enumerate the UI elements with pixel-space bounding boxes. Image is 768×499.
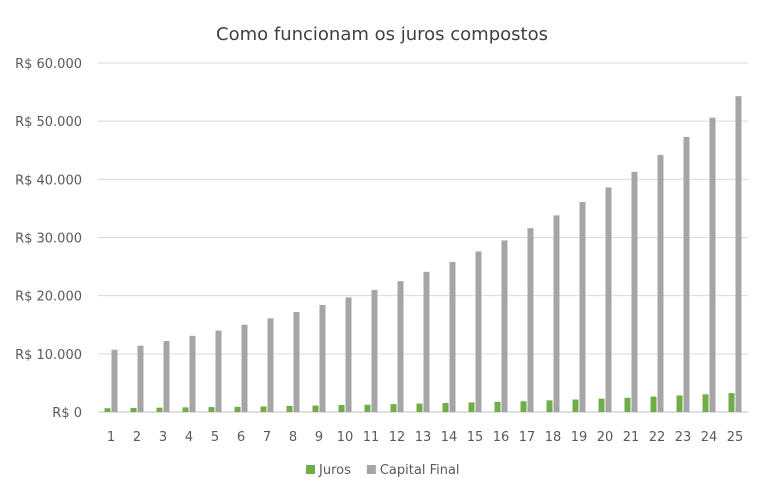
bar-juros [260, 406, 267, 412]
bar-capital-final [657, 154, 664, 413]
bar-juros [156, 407, 163, 412]
bar-juros [390, 404, 397, 412]
bar-capital-final [605, 187, 612, 412]
bar-capital-final [423, 271, 430, 412]
x-tick-label: 15 [467, 430, 484, 445]
gridlines [98, 62, 748, 413]
bar-juros [286, 405, 293, 412]
bar-capital-final [501, 240, 508, 412]
x-tick-label: 14 [441, 430, 458, 445]
bar-capital-final [241, 324, 248, 412]
bar-juros [572, 399, 579, 412]
y-tick-label: R$ 40.000 [15, 173, 82, 188]
bar-juros [494, 401, 501, 412]
bar-juros [234, 406, 241, 412]
bar-juros [624, 397, 631, 412]
bar-capital-final [631, 171, 638, 412]
bar-capital-final [267, 318, 274, 412]
x-tick-label: 25 [727, 430, 744, 445]
bar-juros [598, 398, 605, 412]
bar-juros [416, 403, 423, 412]
x-tick-label: 7 [263, 430, 271, 445]
bar-juros [546, 400, 553, 412]
x-tick-label: 20 [597, 430, 614, 445]
y-tick-label: R$ 0 [52, 406, 82, 421]
legend-swatch-capital-final [366, 465, 376, 474]
x-tick-label: 17 [519, 430, 536, 445]
y-tick-label: R$ 50.000 [15, 115, 82, 130]
y-axis-ticks: R$ 0 R$ 10.000 R$ 20.000 R$ 30.000 R$ 40.000… [15, 57, 82, 421]
bars [104, 96, 742, 413]
bar-juros [182, 407, 189, 412]
bar-juros [676, 395, 683, 412]
legend-label-capital-final: Capital Final [380, 463, 460, 478]
bar-capital-final [215, 330, 222, 412]
bar-capital-final [553, 215, 560, 412]
bar-capital-final [371, 289, 378, 412]
bar-capital-final [111, 349, 118, 412]
x-tick-label: 24 [701, 430, 718, 445]
chart-title: Como funcionam os juros compostos [216, 24, 548, 45]
bar-capital-final [449, 261, 456, 412]
bar-juros [650, 396, 657, 412]
x-tick-label: 13 [415, 430, 432, 445]
legend-label-juros: Juros [318, 463, 351, 478]
bar-juros [728, 393, 735, 412]
bar-juros [338, 405, 345, 412]
bar-juros [312, 405, 319, 412]
bar-capital-final [319, 304, 326, 412]
bar-juros [208, 407, 215, 412]
x-tick-label: 18 [545, 430, 562, 445]
bar-capital-final [163, 341, 170, 412]
bar-juros [468, 402, 475, 412]
x-tick-label: 21 [623, 430, 640, 445]
x-tick-label: 9 [315, 430, 323, 445]
y-tick-label: R$ 20.000 [15, 290, 82, 305]
x-tick-label: 6 [237, 430, 245, 445]
x-tick-label: 12 [389, 430, 406, 445]
x-tick-label: 16 [493, 430, 510, 445]
bar-capital-final [345, 297, 352, 412]
x-tick-label: 22 [649, 430, 666, 445]
y-tick-label: R$ 10.000 [15, 348, 82, 363]
x-tick-label: 2 [133, 430, 141, 445]
x-tick-label: 23 [675, 430, 692, 445]
bar-juros [442, 402, 449, 412]
bar-capital-final [189, 335, 196, 412]
x-tick-label: 8 [289, 430, 297, 445]
bar-capital-final [293, 311, 300, 412]
bar-capital-final [475, 251, 482, 412]
bar-capital-final [683, 136, 690, 412]
bar-juros [520, 401, 527, 412]
bar-capital-final [527, 228, 534, 412]
bar-capital-final [579, 202, 586, 412]
bar-juros [702, 394, 709, 412]
bar-capital-final [397, 281, 404, 412]
legend-swatch-juros [306, 465, 315, 474]
bar-juros [104, 408, 111, 412]
bar-capital-final [735, 96, 742, 412]
legend: Juros Capital Final [306, 463, 460, 478]
y-tick-label: R$ 60.000 [15, 57, 82, 72]
x-tick-label: 10 [337, 430, 354, 445]
bar-capital-final [709, 117, 716, 412]
x-axis-ticks: 1 2 3 4 5 6 7 8 9 10 11 12 13 14 15 16 17 18 19 20 21 22 23 24 2… [107, 430, 743, 445]
y-tick-label: R$ 30.000 [15, 232, 82, 247]
x-tick-label: 19 [571, 430, 588, 445]
x-tick-label: 5 [211, 430, 219, 445]
x-tick-label: 3 [159, 430, 167, 445]
x-tick-label: 4 [185, 430, 193, 445]
bar-capital-final [137, 345, 144, 412]
x-tick-label: 11 [363, 430, 380, 445]
bar-juros [130, 407, 137, 412]
x-tick-label: 1 [107, 430, 115, 445]
bar-juros [364, 404, 371, 412]
